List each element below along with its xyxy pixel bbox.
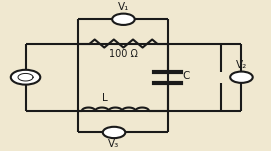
Text: V₃: V₃: [108, 140, 120, 149]
Circle shape: [11, 70, 40, 85]
Circle shape: [112, 14, 135, 25]
Circle shape: [103, 127, 125, 138]
Text: V₂: V₂: [236, 60, 247, 70]
Text: L: L: [102, 93, 108, 103]
Circle shape: [230, 72, 253, 83]
Text: 100 Ω: 100 Ω: [109, 49, 138, 59]
Text: V₁: V₁: [118, 2, 129, 12]
Text: C: C: [182, 71, 190, 81]
